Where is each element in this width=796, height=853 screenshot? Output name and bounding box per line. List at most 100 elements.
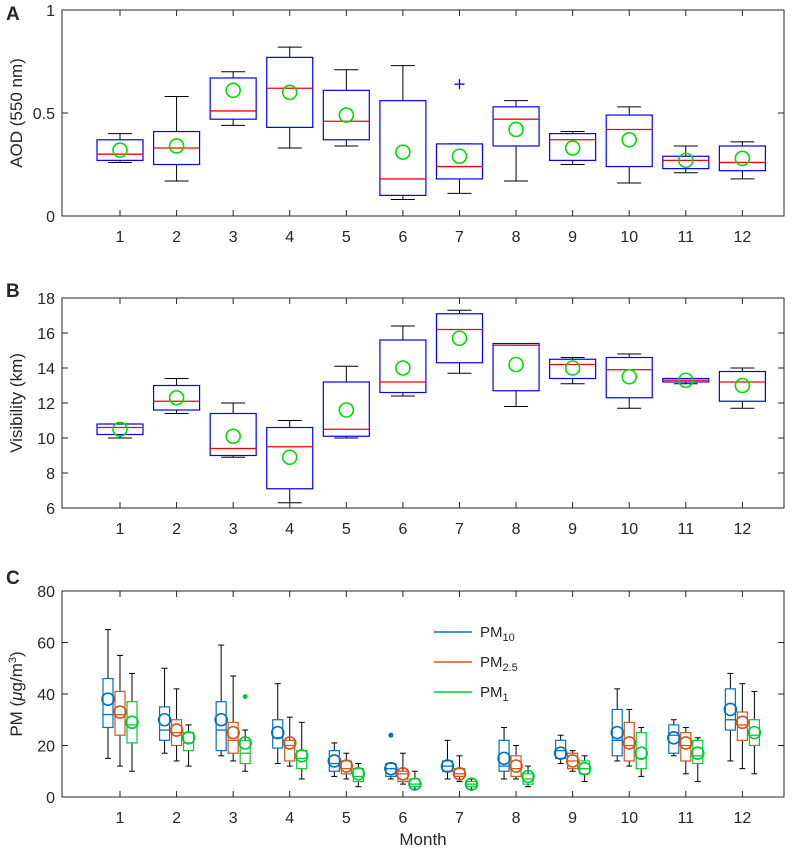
mean-marker (610, 725, 625, 740)
box-plot (723, 672, 738, 762)
panel-a: A 00.51 1 2 3 4 5 6 7 8 9 10 11 12 AOD (550 nm) (6, 3, 785, 246)
box-plot (549, 131, 597, 165)
mean-marker (734, 150, 751, 167)
x-tick-label: 4 (285, 521, 294, 538)
x-tick-label: 4 (285, 810, 294, 827)
box-plot (379, 325, 427, 397)
x-tick-label: 11 (677, 229, 694, 246)
mean-marker (226, 725, 240, 740)
box-iqr (549, 133, 597, 161)
x-tick-label: 6 (398, 229, 407, 246)
y-tick-label: 6 (46, 501, 55, 518)
box-plot (553, 734, 568, 765)
box-iqr (748, 719, 760, 747)
x-tick-label: 2 (172, 810, 181, 827)
x-tick-label: 3 (229, 229, 238, 246)
box-plot (266, 420, 314, 504)
box-plot (549, 357, 597, 385)
x-tick-label: 2 (172, 229, 181, 246)
panel-c-legend: PM10 PM2.5 PM1 (434, 624, 518, 704)
mean-marker (677, 372, 694, 389)
mean-marker (339, 759, 354, 773)
x-tick-label: 2 (172, 521, 181, 538)
box-plot (214, 644, 228, 757)
mean-marker (125, 715, 139, 730)
box-iqr (266, 426, 314, 490)
box-plot (509, 745, 523, 780)
box-iqr (322, 89, 370, 141)
mean-marker (509, 759, 523, 773)
box-plot (678, 726, 693, 775)
mean-marker (408, 777, 422, 791)
mean-marker (113, 705, 127, 719)
box-plot (521, 765, 535, 788)
panel-a-x-ticks: 1 2 3 4 5 6 7 8 9 10 11 12 (116, 10, 751, 246)
box-plot (662, 145, 710, 174)
box-iqr (409, 778, 421, 788)
panel-c-x-axis-label: Month (399, 830, 446, 849)
mean-marker (225, 428, 241, 445)
box-iqr (227, 721, 239, 754)
box-iqr (605, 114, 653, 168)
x-tick-label: 11 (677, 521, 694, 538)
box-iqr (96, 139, 144, 161)
box-plot (464, 777, 479, 791)
mean-marker (281, 84, 298, 101)
panel-b-x-ticks: 1 2 3 4 5 6 7 8 9 10 11 12 (116, 298, 751, 538)
box-plot (209, 402, 257, 458)
box-iqr (352, 768, 364, 783)
panel-a-boxes (96, 46, 766, 201)
y-tick-label: 0 (46, 209, 55, 226)
box-plot (565, 750, 580, 772)
mean-marker (735, 715, 750, 730)
box-iqr (605, 356, 653, 399)
mean-marker (451, 148, 468, 165)
y-tick-label: 10 (37, 431, 55, 448)
mean-marker (508, 356, 524, 373)
mean-marker (565, 754, 580, 768)
box-iqr (152, 384, 201, 411)
box-plot (452, 755, 467, 783)
mean-marker (553, 746, 568, 761)
box-plot (125, 672, 139, 772)
panel-c-x-ticks: 1 2 3 4 5 6 7 8 9 10 11 12 (116, 591, 751, 827)
legend-label-pm25: PM2.5 (480, 654, 518, 674)
mean-marker (621, 368, 638, 385)
box-plot (322, 365, 370, 439)
box-plot (209, 71, 257, 126)
mean-marker (112, 142, 128, 158)
mean-marker (690, 746, 705, 761)
box-plot (622, 708, 637, 767)
box-plot (113, 654, 127, 767)
box-plot (666, 719, 681, 757)
mean-marker (327, 754, 342, 768)
box-iqr (239, 739, 251, 765)
mean-marker (723, 702, 738, 717)
panel-c-label: C (6, 568, 20, 589)
box-plot (282, 716, 297, 767)
box-plot (226, 675, 240, 762)
box-plot (735, 683, 750, 770)
box-iqr (692, 739, 704, 765)
box-iqr (272, 719, 284, 749)
mean-marker (338, 107, 355, 123)
box-iqr (266, 56, 314, 129)
panel-c-axes-frame (61, 590, 785, 798)
mean-marker (747, 725, 762, 740)
panel-b-y-ticks: 6 8 10 12 14 16 18 (37, 291, 784, 518)
box-plot (238, 694, 252, 772)
box-plot (181, 724, 196, 767)
mean-marker (451, 330, 468, 347)
box-iqr (126, 701, 138, 744)
box-plot (492, 342, 540, 407)
box-plot (327, 742, 342, 777)
legend-entry-pm10: PM10 (434, 624, 515, 644)
box-plot (610, 688, 625, 762)
x-tick-label: 4 (285, 229, 294, 246)
y-tick-label: 0.5 (33, 106, 55, 123)
box-plot (270, 683, 285, 765)
mean-marker (396, 767, 410, 781)
mean-marker (294, 748, 309, 763)
x-tick-label: 9 (568, 229, 577, 246)
